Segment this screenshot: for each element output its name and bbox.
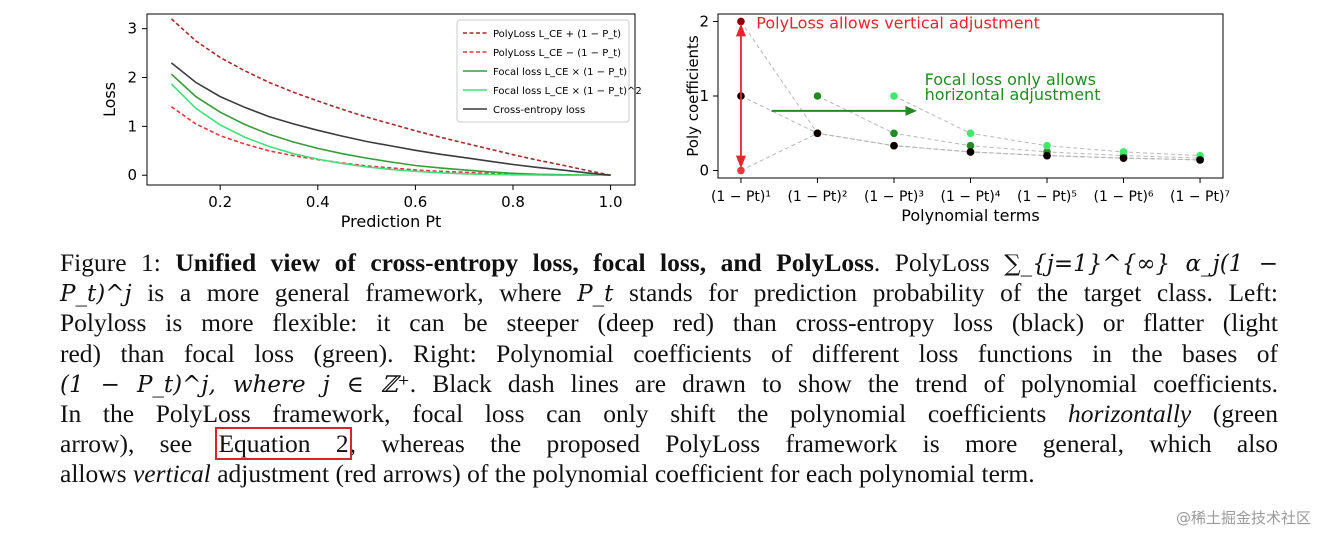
series-line-4 xyxy=(170,62,611,176)
right-coefficient-chart: (1 − Pt)¹ (1 − Pt)² (1 − Pt)³ (1 − Pt)⁴ (1 −… xyxy=(684,12,1230,225)
figure-caption: Figure 1: Unified view of cross-entropy … xyxy=(60,248,1278,490)
caption-math: ∑_{j=1}^{∞} α_j(1 − xyxy=(1004,251,1278,277)
caption-text: red) than focal loss (green). Right: Pol… xyxy=(60,338,1278,368)
legend-label: Cross-entropy loss xyxy=(493,105,585,116)
x-axis-label: Polynomial terms xyxy=(901,206,1039,225)
x-tick-label: (1 − Pt)¹ xyxy=(711,189,771,205)
caption-math: P_t)^j xyxy=(60,281,132,308)
point-s4-1 xyxy=(813,129,822,138)
x-tick-label: 1.0 xyxy=(599,193,623,211)
x-tick-label: 0.2 xyxy=(208,193,232,211)
caption-text: allows xyxy=(60,459,127,489)
caption-line-1: Figure 1: Unified view of cross-entropy … xyxy=(60,248,1278,278)
caption-text: is a more general framework, where xyxy=(147,278,562,308)
x-tick-label: 0.6 xyxy=(403,193,427,211)
point-s0-0 xyxy=(737,17,745,26)
horizontal-arrow-head xyxy=(905,105,917,116)
figure-label: Figure 1: xyxy=(60,248,161,277)
annotation-horizontal-1: Focal loss only allows xyxy=(925,70,1096,89)
caption-line-3: Polyloss is more flexible: it can be ste… xyxy=(60,308,1278,338)
legend-box xyxy=(456,19,630,123)
caption-line-6: In the PolyLoss framework, focal loss ca… xyxy=(60,399,1278,429)
x-tick-label: 0.8 xyxy=(501,193,525,211)
caption-line-8: allows vertical adjustment (red arrows) … xyxy=(60,459,1278,489)
x-tick-label: (1 − Pt)⁴ xyxy=(940,189,1000,205)
caption-text: . Black dash lines are drawn to show the… xyxy=(409,368,1279,398)
caption-text: stands for prediction probability of the… xyxy=(628,278,1279,308)
caption-text: In the PolyLoss framework, focal loss ca… xyxy=(60,398,1047,428)
caption-text: arrow), see xyxy=(60,429,193,459)
caption-italic: vertical xyxy=(132,459,211,489)
series-line-0 xyxy=(170,18,611,176)
caption-math: P_t xyxy=(577,281,614,308)
y-tick-label: 3 xyxy=(127,20,137,38)
point-s4-2 xyxy=(890,141,898,150)
caption-bold-title: Unified view of cross-entropy loss, foca… xyxy=(175,248,874,277)
x-tick-label: (1 − Pt)⁷ xyxy=(1170,189,1230,205)
plot-frame xyxy=(146,13,636,186)
annotation-vertical: PolyLoss allows vertical adjustment xyxy=(756,14,1040,33)
x-tick-label: 0.4 xyxy=(306,193,330,211)
legend-label: Focal loss L_CE × (1 − P_t) xyxy=(493,67,627,78)
watermark: @稀土掘金技术社区 xyxy=(1175,509,1311,527)
y-tick-label: 1 xyxy=(699,87,709,105)
point-s1-0 xyxy=(737,166,745,175)
point-s2-2 xyxy=(966,141,975,150)
y-tick-label: 1 xyxy=(127,117,137,135)
series-line-3 xyxy=(170,83,611,176)
y-tick-label: 2 xyxy=(127,69,137,87)
caption-math: (1 − P_t)^j, where j ∈ ℤ⁺ xyxy=(60,371,410,398)
y-tick-label: 2 xyxy=(699,12,709,30)
point-s3-3 xyxy=(1119,148,1128,156)
caption-line-4: red) than focal loss (green). Right: Pol… xyxy=(60,339,1278,369)
x-tick-label: (1 − Pt)² xyxy=(787,189,847,205)
caption-text: (green xyxy=(1212,398,1279,428)
x-tick-label: (1 − Pt)⁶ xyxy=(1094,189,1154,205)
point-s2-1 xyxy=(890,129,898,138)
legend-label: PolyLoss L_CE + (1 − P_t) xyxy=(493,29,621,40)
caption-text: Polyloss is more flexible: it can be ste… xyxy=(60,308,1278,338)
caption-line-7: arrow), see Equation 2, whereas the prop… xyxy=(60,427,1278,461)
x-tick-label: (1 − Pt)⁵ xyxy=(1017,189,1077,205)
x-axis-label: Prediction Pt xyxy=(341,212,442,230)
left-loss-chart: 0.2 0.4 0.6 0.8 1.0 0 1 2 3 Prediction Pt Loss Poly… xyxy=(100,13,642,230)
vertical-arrow-head-up xyxy=(735,23,746,37)
point-s4-3 xyxy=(966,148,975,156)
y-tick-label: 0 xyxy=(127,166,137,184)
caption-line-5: (1 − P_t)^j, where j ∈ ℤ⁺. Black dash li… xyxy=(60,369,1278,399)
annotation-horizontal-2: horizontal adjustment xyxy=(925,85,1101,104)
point-s4-4 xyxy=(1043,151,1051,160)
point-s2-0 xyxy=(813,92,822,100)
legend-label: PolyLoss L_CE − (1 − P_t) xyxy=(493,48,621,59)
caption-text: . PolyLoss xyxy=(873,248,990,277)
point-s3-0 xyxy=(890,92,898,100)
trend-line-2 xyxy=(817,95,1201,159)
x-tick-label: (1 − Pt)³ xyxy=(864,189,924,205)
point-s4-6 xyxy=(1196,156,1204,164)
equation-2-link[interactable]: Equation 2 xyxy=(215,427,352,461)
point-s4-5 xyxy=(1119,154,1128,162)
caption-italic: horizontally xyxy=(1067,398,1192,428)
caption-text: adjustment (red arrows) of the polynomia… xyxy=(217,459,1035,489)
y-axis-label: Loss xyxy=(100,82,119,117)
y-axis-label: Poly coefficients xyxy=(684,35,702,157)
y-tick-label: 0 xyxy=(699,162,709,180)
caption-line-2: P_t)^j is a more general framework, wher… xyxy=(60,278,1278,308)
vertical-arrow-head-down xyxy=(735,155,746,169)
point-s3-1 xyxy=(966,129,975,138)
caption-text: , whereas the proposed PolyLoss framewor… xyxy=(349,429,1278,459)
point-s3-2 xyxy=(1043,141,1051,150)
legend-label: Focal loss L_CE × (1 − P_t)^2 xyxy=(493,86,642,97)
